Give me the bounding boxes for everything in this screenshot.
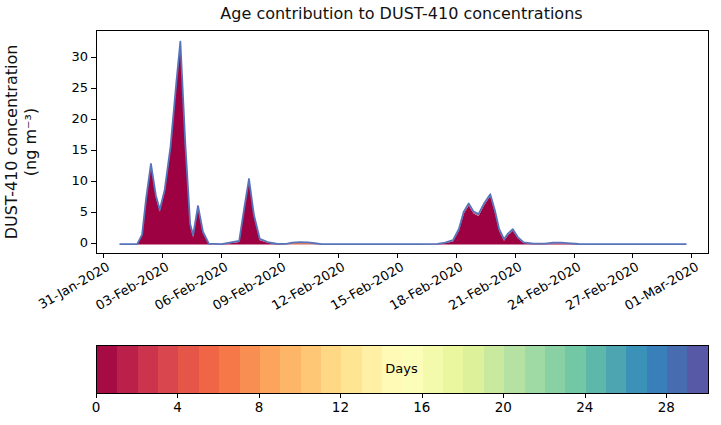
y-axis-label: DUST-410 concentration (ng m⁻³) <box>2 2 42 282</box>
x-tick-mark <box>515 253 516 258</box>
y-tick-label: 10 <box>52 173 88 189</box>
colorbar-tick-mark <box>340 393 341 398</box>
y-tick-label: 20 <box>52 111 88 127</box>
colorbar-tick-mark <box>503 393 504 398</box>
total-concentration-line <box>120 42 687 245</box>
y-tick-mark <box>91 88 96 89</box>
x-tick-mark <box>338 253 339 258</box>
colorbar-tick-label: 28 <box>646 399 686 415</box>
colorbar-label: Days <box>96 361 707 376</box>
y-tick-mark <box>91 243 96 244</box>
area-series-age-7-days <box>120 42 687 245</box>
plot-area <box>96 30 709 254</box>
colorbar-tick-mark <box>96 393 97 398</box>
y-tick-label: 0 <box>52 235 88 251</box>
y-tick-mark <box>91 181 96 182</box>
y-axis-label-line1: DUST-410 concentration <box>2 2 21 282</box>
x-tick-mark <box>397 253 398 258</box>
x-tick-mark <box>632 253 633 258</box>
area-series-age-1-2-days <box>120 42 687 245</box>
colorbar-tick-label: 24 <box>565 399 605 415</box>
x-tick-mark <box>279 253 280 258</box>
y-tick-label: 5 <box>52 204 88 220</box>
colorbar-tick-mark <box>259 393 260 398</box>
colorbar-tick-mark <box>422 393 423 398</box>
x-tick-mark <box>221 253 222 258</box>
colorbar-tick-mark <box>177 393 178 398</box>
y-tick-mark <box>91 57 96 58</box>
colorbar-tick-label: 8 <box>239 399 279 415</box>
x-tick-mark <box>103 253 104 258</box>
colorbar-tick-label: 12 <box>320 399 360 415</box>
y-tick-mark <box>91 150 96 151</box>
y-axis-label-line2: (ng m⁻³) <box>21 2 40 282</box>
colorbar-tick-mark <box>666 393 667 398</box>
x-tick-mark <box>162 253 163 258</box>
area-series-age-0-1-days <box>120 43 687 244</box>
x-tick-mark <box>456 253 457 258</box>
x-tick-mark <box>691 253 692 258</box>
x-tick-mark <box>574 253 575 258</box>
colorbar-tick-label: 20 <box>483 399 523 415</box>
colorbar-tick-label: 4 <box>157 399 197 415</box>
y-tick-mark <box>91 212 96 213</box>
figure: Age contribution to DUST-410 concentrati… <box>0 0 721 425</box>
y-tick-label: 30 <box>52 49 88 65</box>
y-tick-mark <box>91 119 96 120</box>
chart-title: Age contribution to DUST-410 concentrati… <box>96 4 707 23</box>
y-tick-label: 25 <box>52 80 88 96</box>
colorbar-tick-label: 0 <box>76 399 116 415</box>
stacked-area-chart <box>97 31 708 253</box>
y-tick-label: 15 <box>52 142 88 158</box>
colorbar-tick-label: 16 <box>402 399 442 415</box>
colorbar-tick-mark <box>585 393 586 398</box>
